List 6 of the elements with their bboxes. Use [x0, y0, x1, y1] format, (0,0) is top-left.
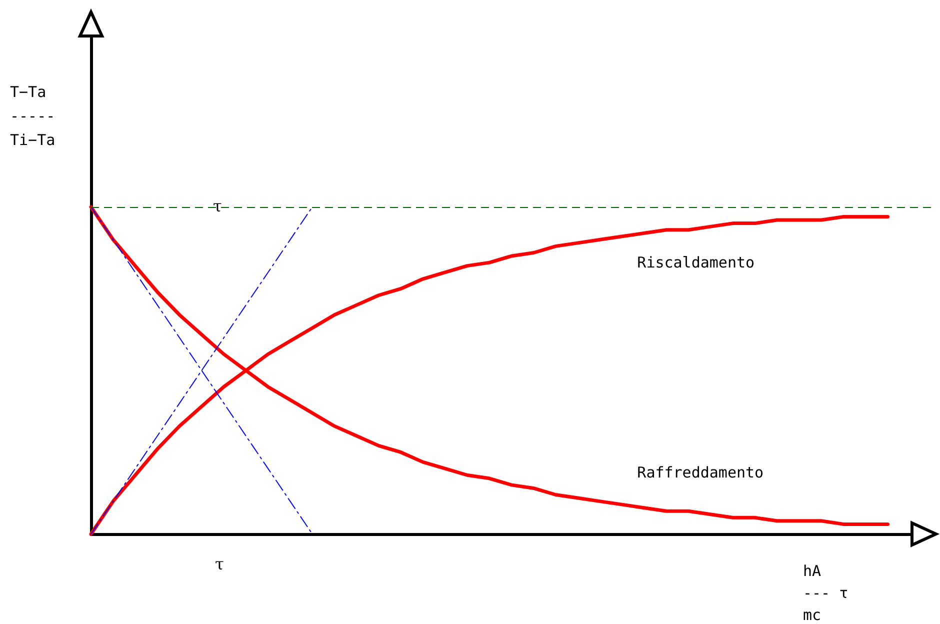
y-axis-title: T−Ta ----- Ti−Ta [10, 83, 56, 149]
series-label: Raffreddamento [637, 464, 764, 482]
text: τ [215, 554, 224, 574]
annotation: τ [213, 196, 222, 216]
x-axis-title: hA --- τ mc [803, 562, 848, 624]
series-label: Riscaldamento [637, 253, 755, 272]
